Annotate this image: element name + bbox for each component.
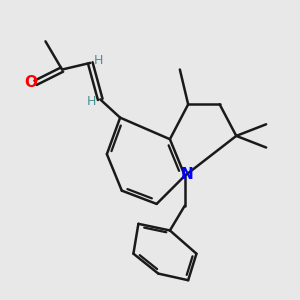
Text: O: O [25,75,38,90]
Text: H: H [94,54,103,67]
Text: N: N [181,167,194,182]
Text: H: H [87,95,96,108]
